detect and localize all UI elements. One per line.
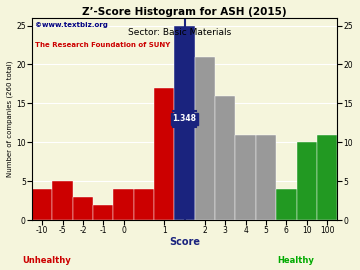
Text: 1.348: 1.348 [173, 114, 197, 123]
Text: The Research Foundation of SUNY: The Research Foundation of SUNY [35, 42, 170, 48]
Y-axis label: Number of companies (260 total): Number of companies (260 total) [7, 61, 13, 177]
Bar [235, 134, 256, 220]
Text: Unhealthy: Unhealthy [22, 256, 71, 265]
Bar [297, 142, 317, 220]
Bar [154, 88, 175, 220]
Bar [53, 181, 73, 220]
Bar [215, 96, 235, 220]
Bar [256, 134, 276, 220]
Bar [134, 189, 154, 220]
Bar [73, 197, 93, 220]
Text: ©www.textbiz.org: ©www.textbiz.org [35, 22, 108, 28]
Bar [113, 189, 134, 220]
Bar [195, 57, 215, 220]
X-axis label: Score: Score [169, 237, 200, 247]
Bar [317, 134, 337, 220]
Bar [93, 205, 113, 220]
Text: Healthy: Healthy [277, 256, 314, 265]
Bar [175, 25, 195, 220]
Title: Z’-Score Histogram for ASH (2015): Z’-Score Histogram for ASH (2015) [82, 7, 287, 17]
Text: Sector: Basic Materials: Sector: Basic Materials [129, 28, 231, 37]
Bar [32, 189, 53, 220]
Bar [276, 189, 297, 220]
